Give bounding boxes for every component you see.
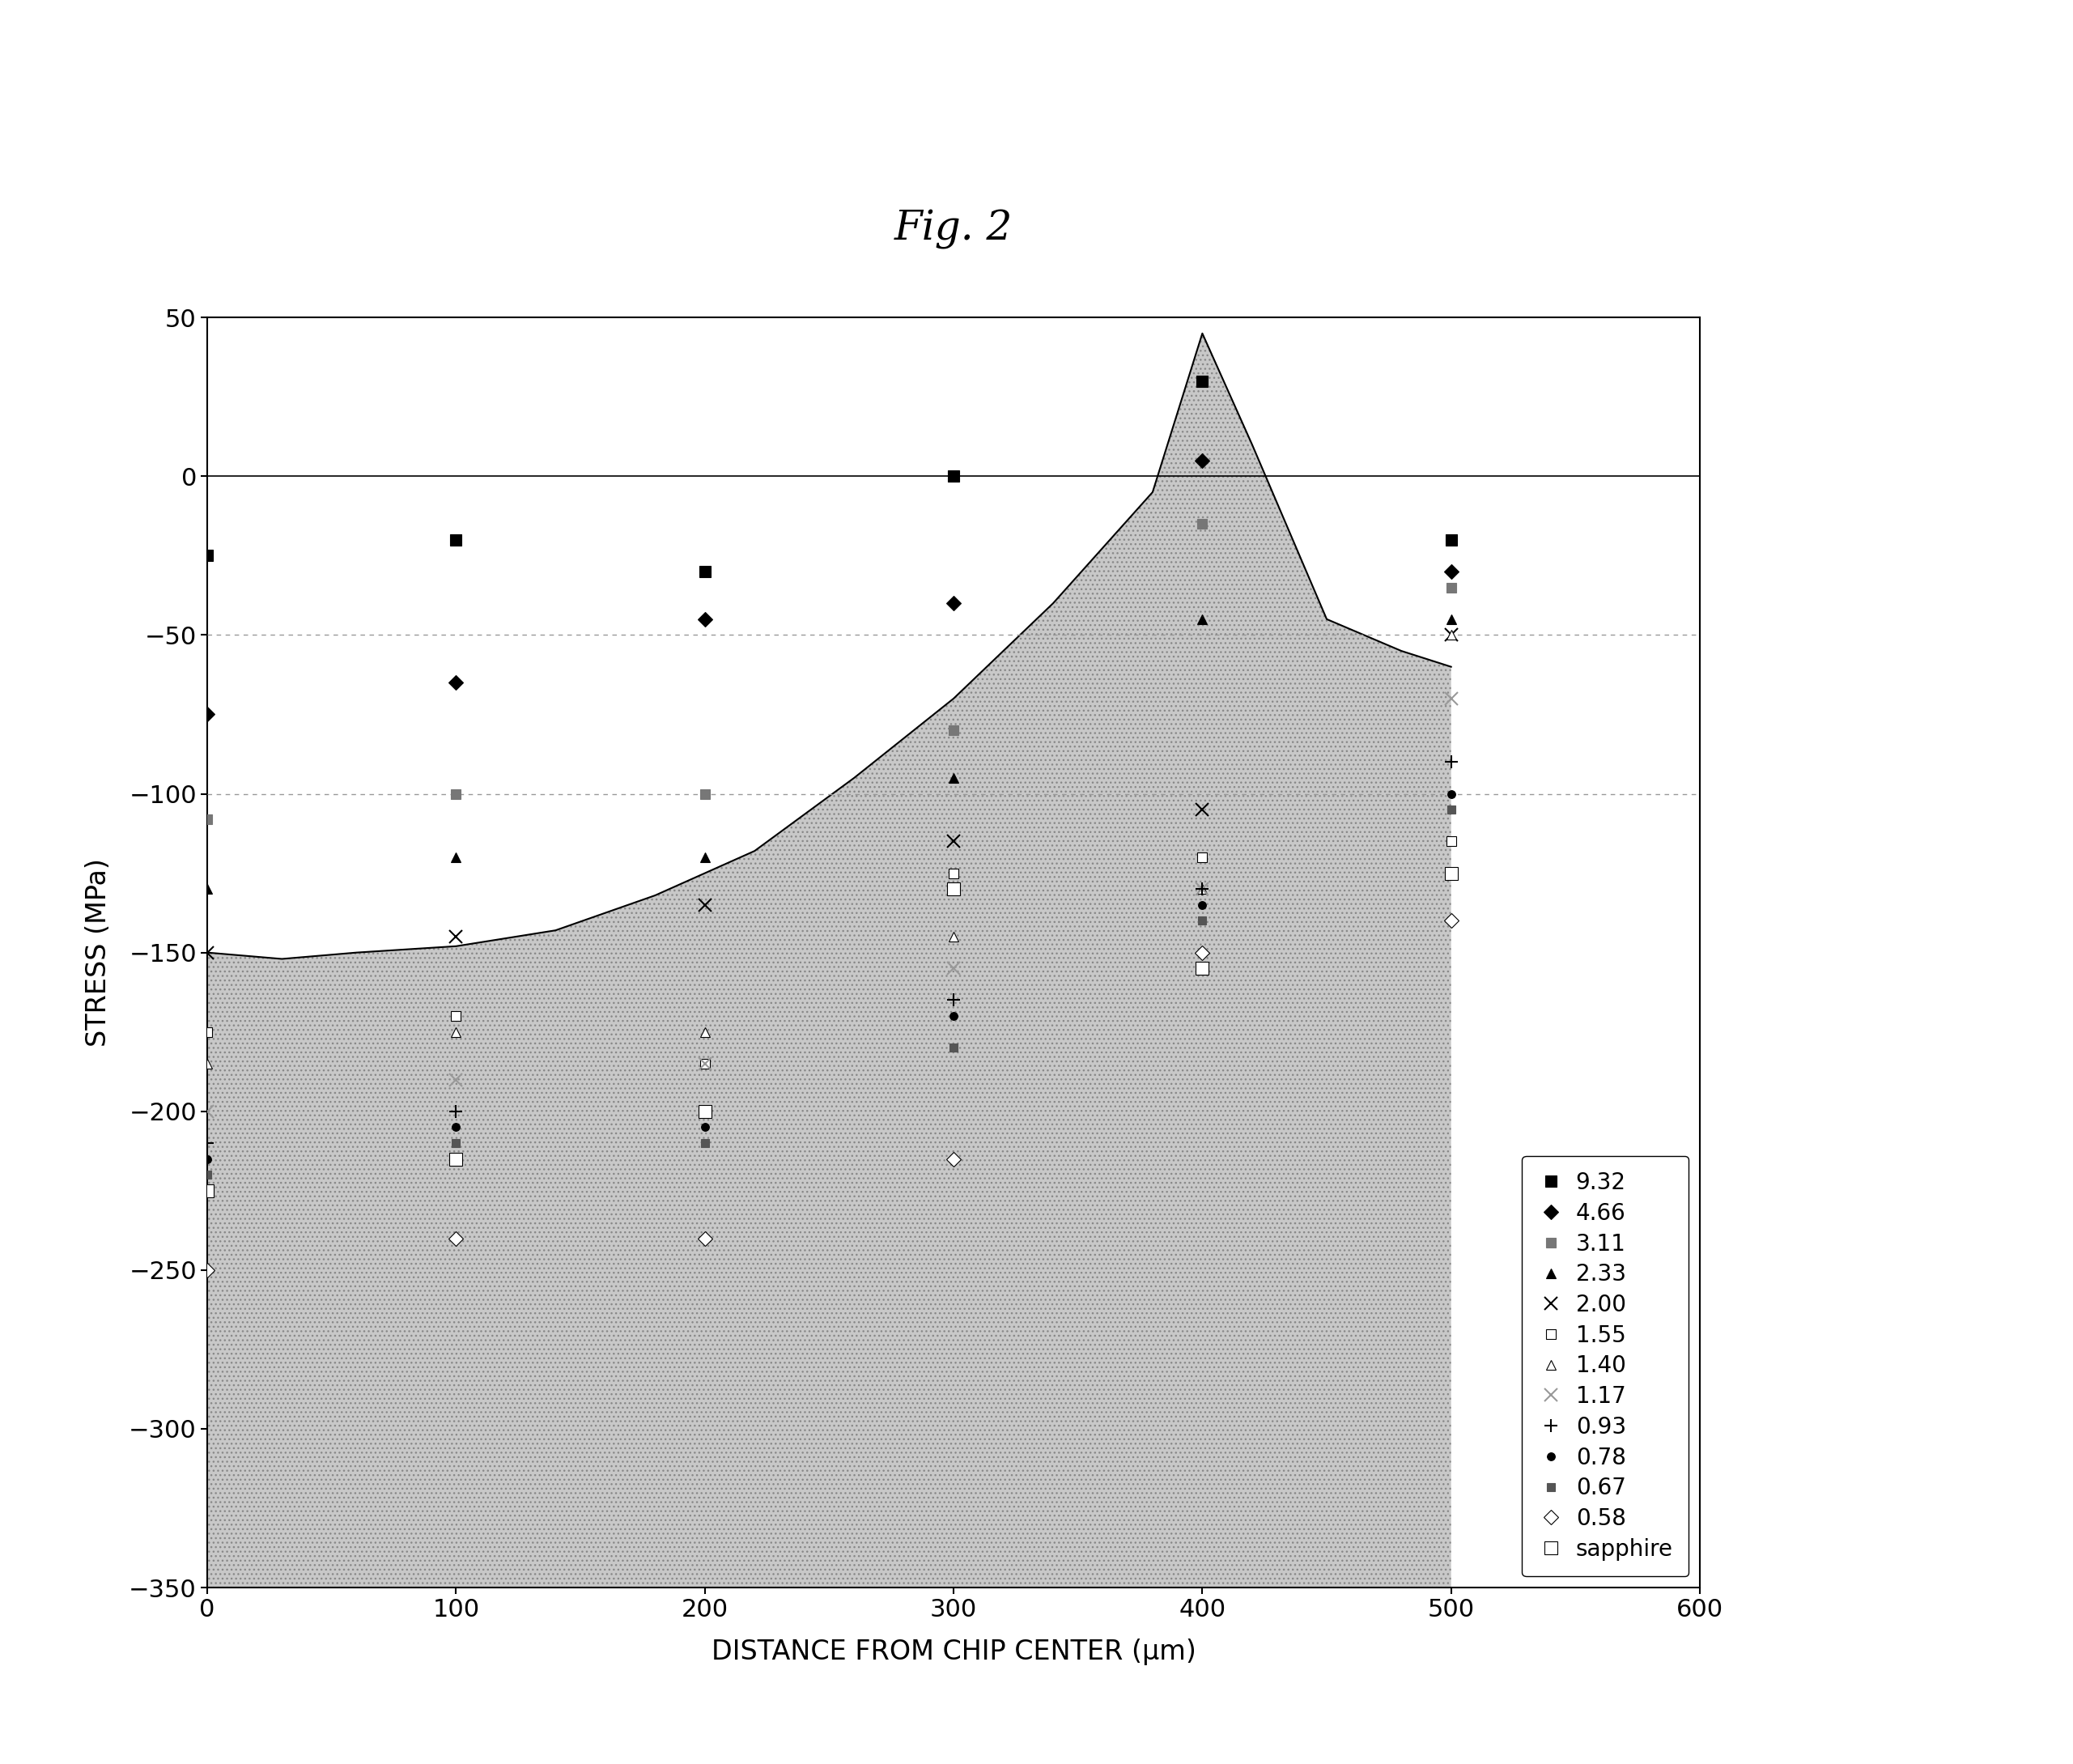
X-axis label: DISTANCE FROM CHIP CENTER (μm): DISTANCE FROM CHIP CENTER (μm) (711, 1639, 1196, 1665)
Y-axis label: STRESS (MPa): STRESS (MPa) (85, 859, 112, 1046)
Legend: 9.32, 4.66, 3.11, 2.33, 2.00, 1.55, 1.40, 1.17, 0.93, 0.78, 0.67, 0.58, sapphire: 9.32, 4.66, 3.11, 2.33, 2.00, 1.55, 1.40… (1522, 1155, 1689, 1577)
Text: Fig. 2: Fig. 2 (893, 210, 1014, 249)
